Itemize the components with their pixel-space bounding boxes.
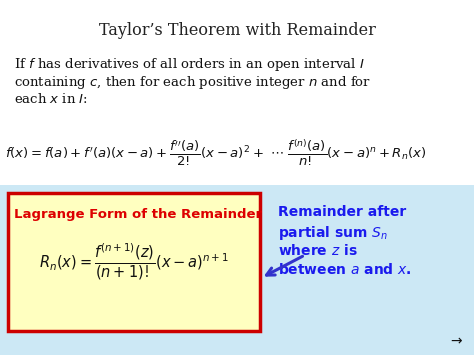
Text: between $a$ and $x$.: between $a$ and $x$. (278, 262, 412, 277)
Bar (8, 193, 260, 331)
Text: Remainder after: Remainder after (278, 205, 406, 219)
Text: containing $c$, then for each positive integer $n$ and for: containing $c$, then for each positive i… (14, 74, 371, 91)
Text: Lagrange Form of the Remainder: Lagrange Form of the Remainder (14, 208, 262, 221)
Text: partial sum $S_n$: partial sum $S_n$ (278, 224, 388, 242)
Bar (0, 185, 474, 355)
Text: each $x$ in $I$:: each $x$ in $I$: (14, 92, 88, 106)
Text: $\rightarrow$: $\rightarrow$ (448, 333, 464, 347)
Text: $R_n(x)=\dfrac{f^{(n+1)}(z)}{(n+1)!}(x-a)^{n+1}$: $R_n(x)=\dfrac{f^{(n+1)}(z)}{(n+1)!}(x-a… (39, 242, 229, 282)
Text: where $z$ is: where $z$ is (278, 243, 358, 258)
Text: Taylor’s Theorem with Remainder: Taylor’s Theorem with Remainder (99, 22, 375, 39)
Text: $f(x)=f(a)+f'(a)(x-a)+\dfrac{f''(a)}{2!}(x-a)^2 + \ \cdots \ \dfrac{f^{(n)}(a)}{: $f(x)=f(a)+f'(a)(x-a)+\dfrac{f''(a)}{2!}… (5, 138, 427, 168)
Text: If $f$ has derivatives of all orders in an open interval $I$: If $f$ has derivatives of all orders in … (14, 56, 365, 73)
